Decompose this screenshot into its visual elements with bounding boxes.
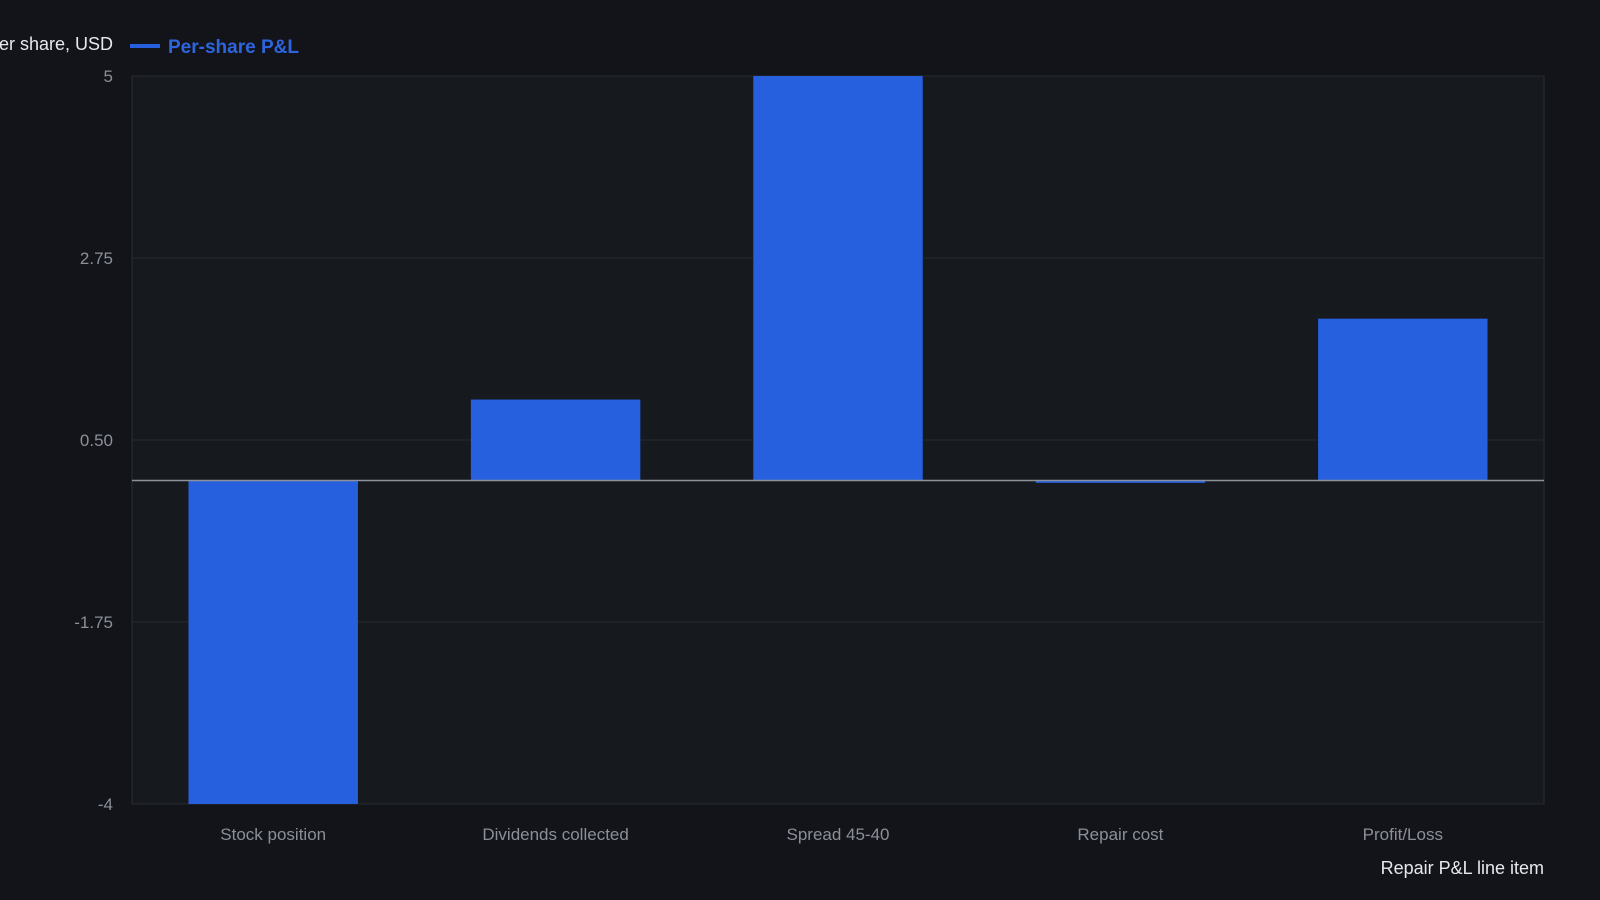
x-category-label: Profit/Loss <box>1363 825 1443 844</box>
x-category-label: Repair cost <box>1077 825 1163 844</box>
legend: Per-share P&L <box>130 37 299 58</box>
x-category-label: Dividends collected <box>482 825 628 844</box>
y-axis-ticks: -4 -1.75 0.50 2.75 5 <box>74 67 113 814</box>
y-tick-label: 0.50 <box>80 431 113 450</box>
y-tick-label: -4 <box>98 795 113 814</box>
x-axis-label: Repair P&L line item <box>1381 858 1544 878</box>
y-tick-label: 5 <box>104 67 113 86</box>
bar[interactable] <box>1318 318 1488 481</box>
bar[interactable] <box>188 480 358 804</box>
y-tick-label: -1.75 <box>74 613 113 632</box>
bar[interactable] <box>470 399 641 481</box>
x-category-label: Spread 45-40 <box>786 825 889 844</box>
y-axis-label: Per share, USD <box>0 34 113 54</box>
y-tick-label: 2.75 <box>80 249 113 268</box>
x-axis-categories: Stock position Dividends collected Spread … <box>220 825 1443 844</box>
legend-label-per-share-pl: Per-share P&L <box>168 37 299 58</box>
x-category-label: Stock position <box>220 825 326 844</box>
bar[interactable] <box>1035 480 1206 483</box>
bar[interactable] <box>753 76 923 481</box>
bars <box>188 76 1488 804</box>
